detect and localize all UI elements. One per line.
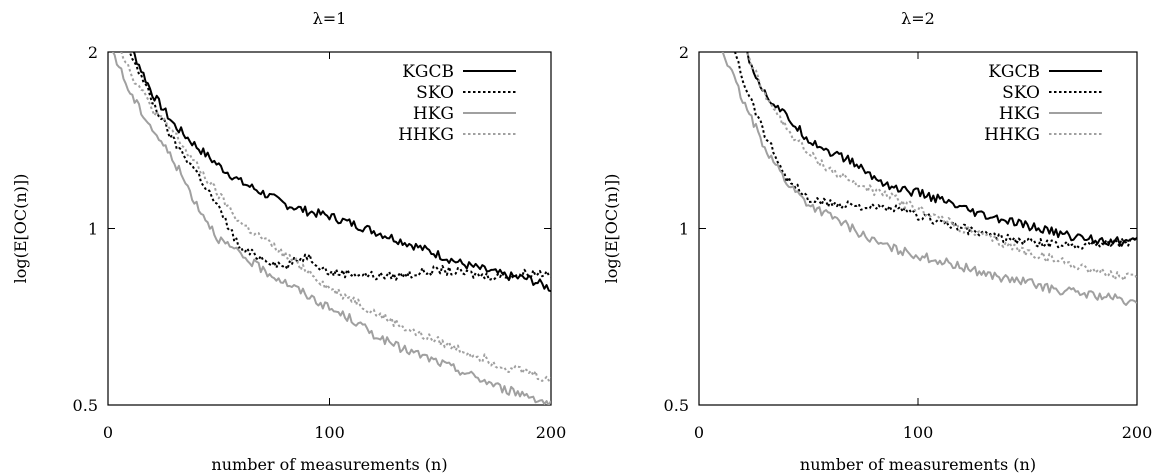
- chart-title: λ=1: [313, 9, 347, 28]
- y-tick-label: 1: [88, 220, 98, 239]
- legend-label-kgcb: KGCB: [402, 62, 454, 82]
- y-tick-label: 1: [679, 220, 689, 239]
- chart-panel-1: λ=1 0 100 200 0.5 1 2 number of measurements (n…: [11, 9, 567, 474]
- series-line-hkg: [111, 52, 551, 405]
- x-tick-label: 200: [1122, 423, 1153, 442]
- series-group: [721, 52, 1137, 306]
- x-tick-label: 0: [103, 423, 113, 442]
- legend-label-sko: SKO: [1002, 83, 1040, 103]
- series-line-sko: [128, 52, 551, 282]
- series-line-hhkg: [120, 52, 551, 382]
- x-tick-label: 100: [314, 423, 345, 442]
- series-line-sko: [734, 52, 1137, 250]
- y-tick-label: 0.5: [73, 396, 98, 415]
- x-tick-label: 100: [903, 423, 934, 442]
- x-axis-label: number of measurements (n): [211, 455, 447, 474]
- x-tick-label: 200: [536, 423, 567, 442]
- series-line-hkg: [721, 52, 1137, 306]
- x-tick-label: 0: [694, 423, 704, 442]
- legend-label-hhkg: HHKG: [984, 125, 1040, 145]
- y-axis-label: log(E[OC(n)]): [11, 174, 30, 284]
- chart-panel-2: λ=2 0 100 200 0.5 1 2 number of measurements (n…: [602, 9, 1153, 474]
- x-axis-label: number of measurements (n): [800, 455, 1036, 474]
- plot-frame: [107, 51, 552, 406]
- legend-label-kgcb: KGCB: [988, 62, 1040, 82]
- chart-title: λ=2: [901, 9, 935, 28]
- plot-frame: [698, 51, 1138, 406]
- y-tick-label: 2: [679, 43, 689, 62]
- series-line-kgcb: [132, 52, 551, 293]
- y-axis-label: log(E[OC(n)]): [602, 174, 621, 284]
- legend-label-hkg: HKG: [413, 104, 454, 124]
- y-tick-label: 2: [88, 43, 98, 62]
- y-tick-label: 0.5: [664, 396, 689, 415]
- series-line-hhkg: [744, 52, 1137, 282]
- legend-label-sko: SKO: [416, 83, 454, 103]
- series-group: [111, 52, 551, 405]
- legend-label-hkg: HKG: [999, 104, 1040, 124]
- legend-label-hhkg: HHKG: [398, 125, 454, 145]
